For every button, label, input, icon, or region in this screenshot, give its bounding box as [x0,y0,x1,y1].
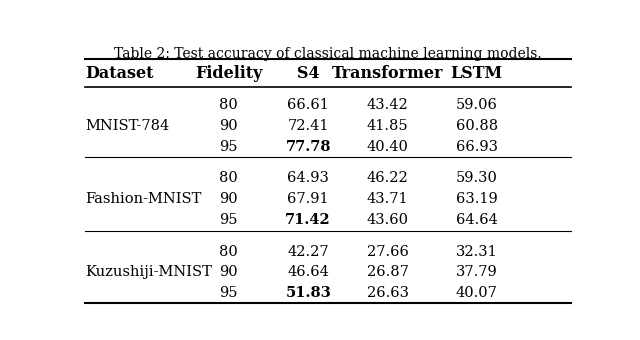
Text: 46.22: 46.22 [367,171,408,185]
Text: 66.93: 66.93 [456,140,498,154]
Text: 59.06: 59.06 [456,98,498,112]
Text: 80: 80 [220,244,238,258]
Text: 59.30: 59.30 [456,171,498,185]
Text: 51.83: 51.83 [285,286,331,301]
Text: 41.85: 41.85 [367,119,408,133]
Text: Fashion-MNIST: Fashion-MNIST [85,192,202,206]
Text: Kuzushiji-MNIST: Kuzushiji-MNIST [85,266,212,279]
Text: 40.07: 40.07 [456,286,498,301]
Text: 64.64: 64.64 [456,213,498,227]
Text: 63.19: 63.19 [456,192,498,206]
Text: 67.91: 67.91 [287,192,329,206]
Text: 26.63: 26.63 [367,286,408,301]
Text: 95: 95 [220,140,238,154]
Text: 42.27: 42.27 [287,244,329,258]
Text: 80: 80 [220,171,238,185]
Text: 60.88: 60.88 [456,119,498,133]
Text: 64.93: 64.93 [287,171,329,185]
Text: 72.41: 72.41 [287,119,329,133]
Text: Table 2: Test accuracy of classical machine learning models.: Table 2: Test accuracy of classical mach… [114,47,542,61]
Text: Dataset: Dataset [85,65,154,82]
Text: 66.61: 66.61 [287,98,329,112]
Text: 40.40: 40.40 [367,140,408,154]
Text: 77.78: 77.78 [285,140,331,154]
Text: 32.31: 32.31 [456,244,498,258]
Text: 90: 90 [220,192,238,206]
Text: 46.64: 46.64 [287,266,329,279]
Text: MNIST-784: MNIST-784 [85,119,169,133]
Text: 43.60: 43.60 [367,213,408,227]
Text: 27.66: 27.66 [367,244,408,258]
Text: 95: 95 [220,213,238,227]
Text: 43.71: 43.71 [367,192,408,206]
Text: 95: 95 [220,286,238,301]
Text: 90: 90 [220,119,238,133]
Text: 26.87: 26.87 [367,266,408,279]
Text: 90: 90 [220,266,238,279]
Text: 43.42: 43.42 [367,98,408,112]
Text: Transformer: Transformer [332,65,444,82]
Text: S4: S4 [297,65,319,82]
Text: 37.79: 37.79 [456,266,498,279]
Text: 71.42: 71.42 [285,213,331,227]
Text: 80: 80 [220,98,238,112]
Text: LSTM: LSTM [451,65,503,82]
Text: Fidelity: Fidelity [195,65,262,82]
